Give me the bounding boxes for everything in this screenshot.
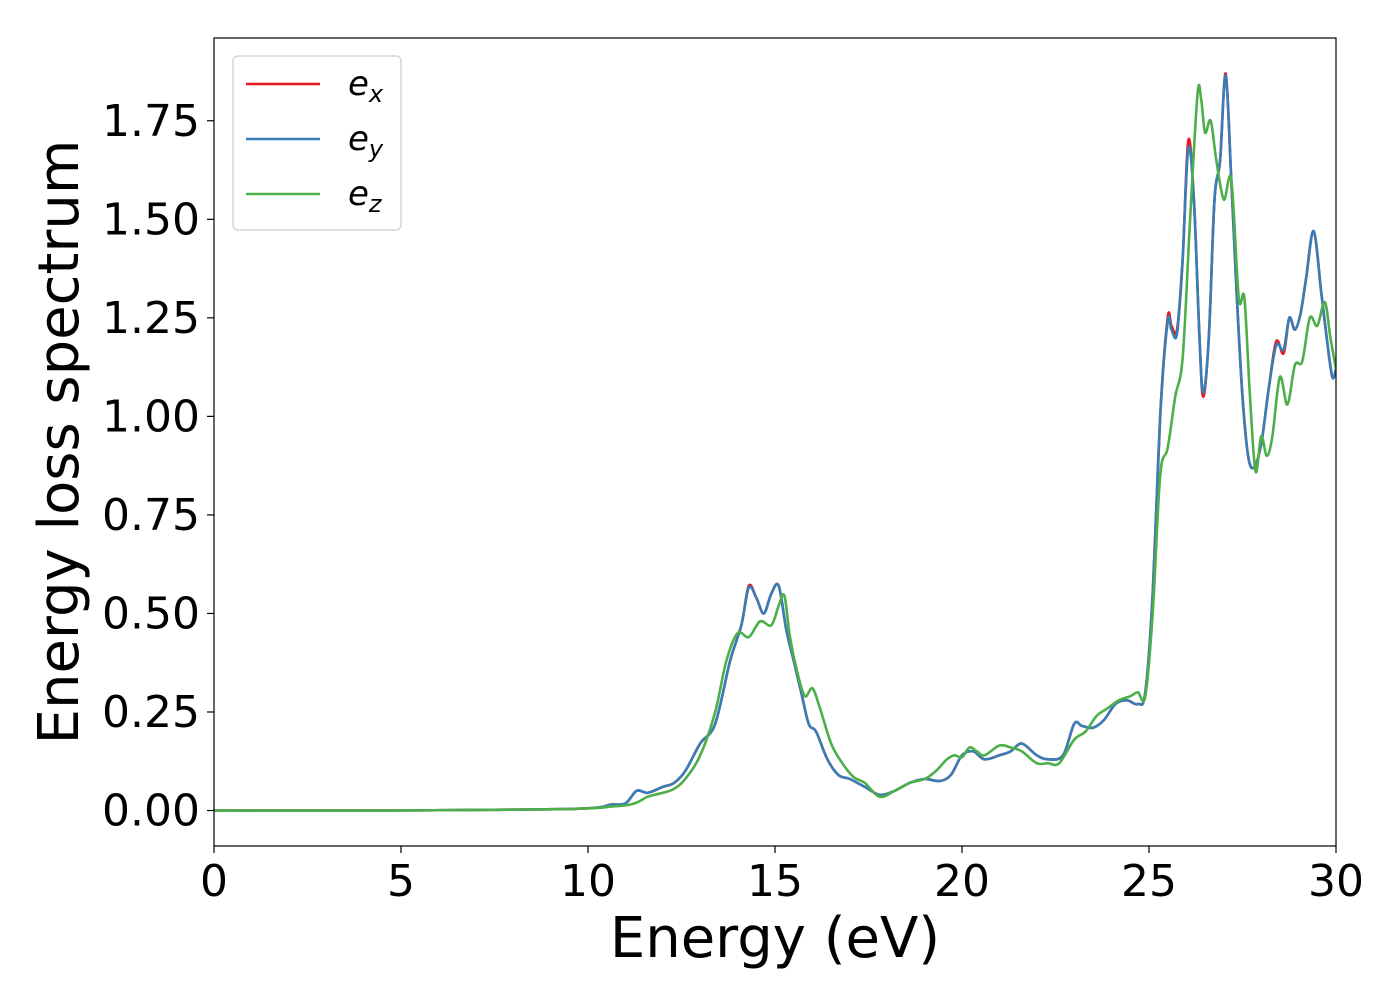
x-tick-label: 10 <box>560 856 616 907</box>
series-line-e-y <box>214 74 1336 812</box>
x-tick-label: 30 <box>1308 856 1364 907</box>
legend-box <box>232 55 402 231</box>
legend: ex ey ez <box>232 55 402 231</box>
legend-label-e-y: ey <box>348 119 384 163</box>
y-axis-title: Energy loss spectrum <box>27 140 92 745</box>
x-tick-label: 15 <box>747 856 803 907</box>
legend-label-e-z: ez <box>348 174 383 218</box>
x-axis-title: Energy (eV) <box>610 906 940 971</box>
x-tick-label: 25 <box>1121 856 1177 907</box>
y-tick-label: 0.75 <box>102 490 200 541</box>
y-axis: 0.00 0.25 0.50 0.75 1.00 1.25 1.50 1.75 <box>102 96 214 837</box>
y-tick-label: 1.75 <box>102 96 200 147</box>
y-tick-label: 1.25 <box>102 293 200 344</box>
y-tick-label: 0.50 <box>102 588 200 639</box>
legend-label-e-x: ex <box>348 64 384 108</box>
x-axis: 0 5 10 15 20 25 30 <box>200 846 1364 907</box>
series-line-e-z <box>214 83 1336 812</box>
series-layer <box>214 72 1336 812</box>
x-tick-label: 5 <box>387 856 415 907</box>
y-tick-label: 0.00 <box>102 786 200 837</box>
y-tick-label: 1.00 <box>102 391 200 442</box>
y-tick-label: 1.50 <box>102 194 200 245</box>
x-tick-label: 20 <box>934 856 990 907</box>
y-tick-label: 0.25 <box>102 687 200 738</box>
x-tick-label: 0 <box>200 856 228 907</box>
